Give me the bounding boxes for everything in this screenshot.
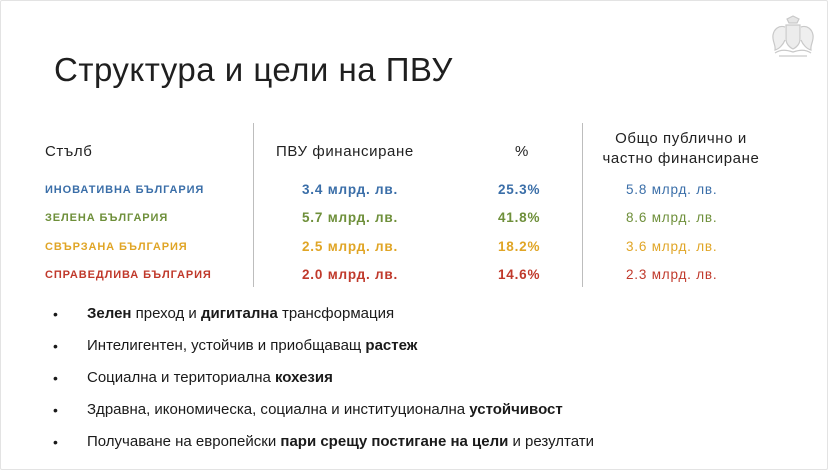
bullet-icon: • [53, 306, 58, 322]
header-percent: % [515, 143, 529, 160]
pillar-name: СВЪРЗАНА БЪЛГАРИЯ [45, 241, 188, 253]
pillar-funding: 2.0 млрд. лв. [302, 267, 399, 282]
goal-text: Социална и териториална [87, 369, 275, 386]
coat-of-arms-icon [772, 15, 814, 57]
goal-item: • Здравна, икономическа, социална и инсти… [53, 397, 594, 429]
pillar-funding: 2.5 млрд. лв. [302, 239, 399, 254]
goal-text: и резултати [508, 433, 595, 450]
pillar-total: 3.6 млрд. лв. [626, 239, 718, 254]
pillar-name: ИНОВАТИВНА БЪЛГАРИЯ [45, 184, 205, 196]
goal-text: Здравна, икономическа, социална и инстит… [87, 401, 470, 418]
header-total-line2: частно финансиране [602, 150, 760, 167]
pillar-name: СПРАВЕДЛИВА БЪЛГАРИЯ [45, 269, 212, 281]
goal-emphasis: кохезия [275, 369, 333, 386]
bullet-icon: • [53, 370, 58, 386]
column-divider-right [582, 123, 583, 287]
pillar-percent: 41.8% [498, 210, 541, 225]
goal-emphasis: растеж [365, 337, 418, 354]
slide-title: Структура и цели на ПВУ [54, 51, 453, 88]
pillar-funding: 5.7 млрд. лв. [302, 210, 399, 225]
pillar-funding: 3.4 млрд. лв. [302, 182, 399, 197]
pillar-percent: 18.2% [498, 239, 541, 254]
header-pillar: Стълб [45, 143, 93, 160]
pillar-total: 8.6 млрд. лв. [626, 210, 718, 225]
header-funding: ПВУ финансиране [276, 143, 414, 160]
goal-text: Интелигентен, устойчив и приобщаващ [87, 337, 366, 354]
goal-item: • Социална и териториална кохезия [53, 365, 594, 397]
pillar-percent: 25.3% [498, 182, 541, 197]
header-total-line1: Общо публично и [615, 130, 747, 147]
bullet-icon: • [53, 402, 58, 418]
column-divider-left [253, 123, 254, 287]
goal-emphasis: пари срещу постигане на цели [280, 433, 509, 450]
goals-list: • Зелен преход и дигитална трансформация •… [53, 301, 594, 461]
pillar-total: 2.3 млрд. лв. [626, 267, 718, 282]
goal-text: трансформация [277, 305, 395, 322]
goal-item: • Получаване на европейски пари срещу пос… [53, 429, 594, 461]
goal-text: преход и [131, 305, 201, 322]
header-total: Общо публично и частно финансиране [586, 129, 776, 169]
goal-item: • Зелен преход и дигитална трансформация [53, 301, 594, 333]
pillar-total: 5.8 млрд. лв. [626, 182, 718, 197]
goal-emphasis: устойчивост [469, 401, 563, 418]
pillar-name: ЗЕЛЕНА БЪЛГАРИЯ [45, 212, 169, 224]
goal-text: Получаване на европейски [87, 433, 281, 450]
pillar-percent: 14.6% [498, 267, 541, 282]
bullet-icon: • [53, 434, 58, 450]
goal-emphasis: дигитална [200, 305, 278, 322]
goal-item: • Интелигентен, устойчив и приобщаващ рас… [53, 333, 594, 365]
bullet-icon: • [53, 338, 58, 354]
goal-emphasis: Зелен [87, 305, 132, 322]
